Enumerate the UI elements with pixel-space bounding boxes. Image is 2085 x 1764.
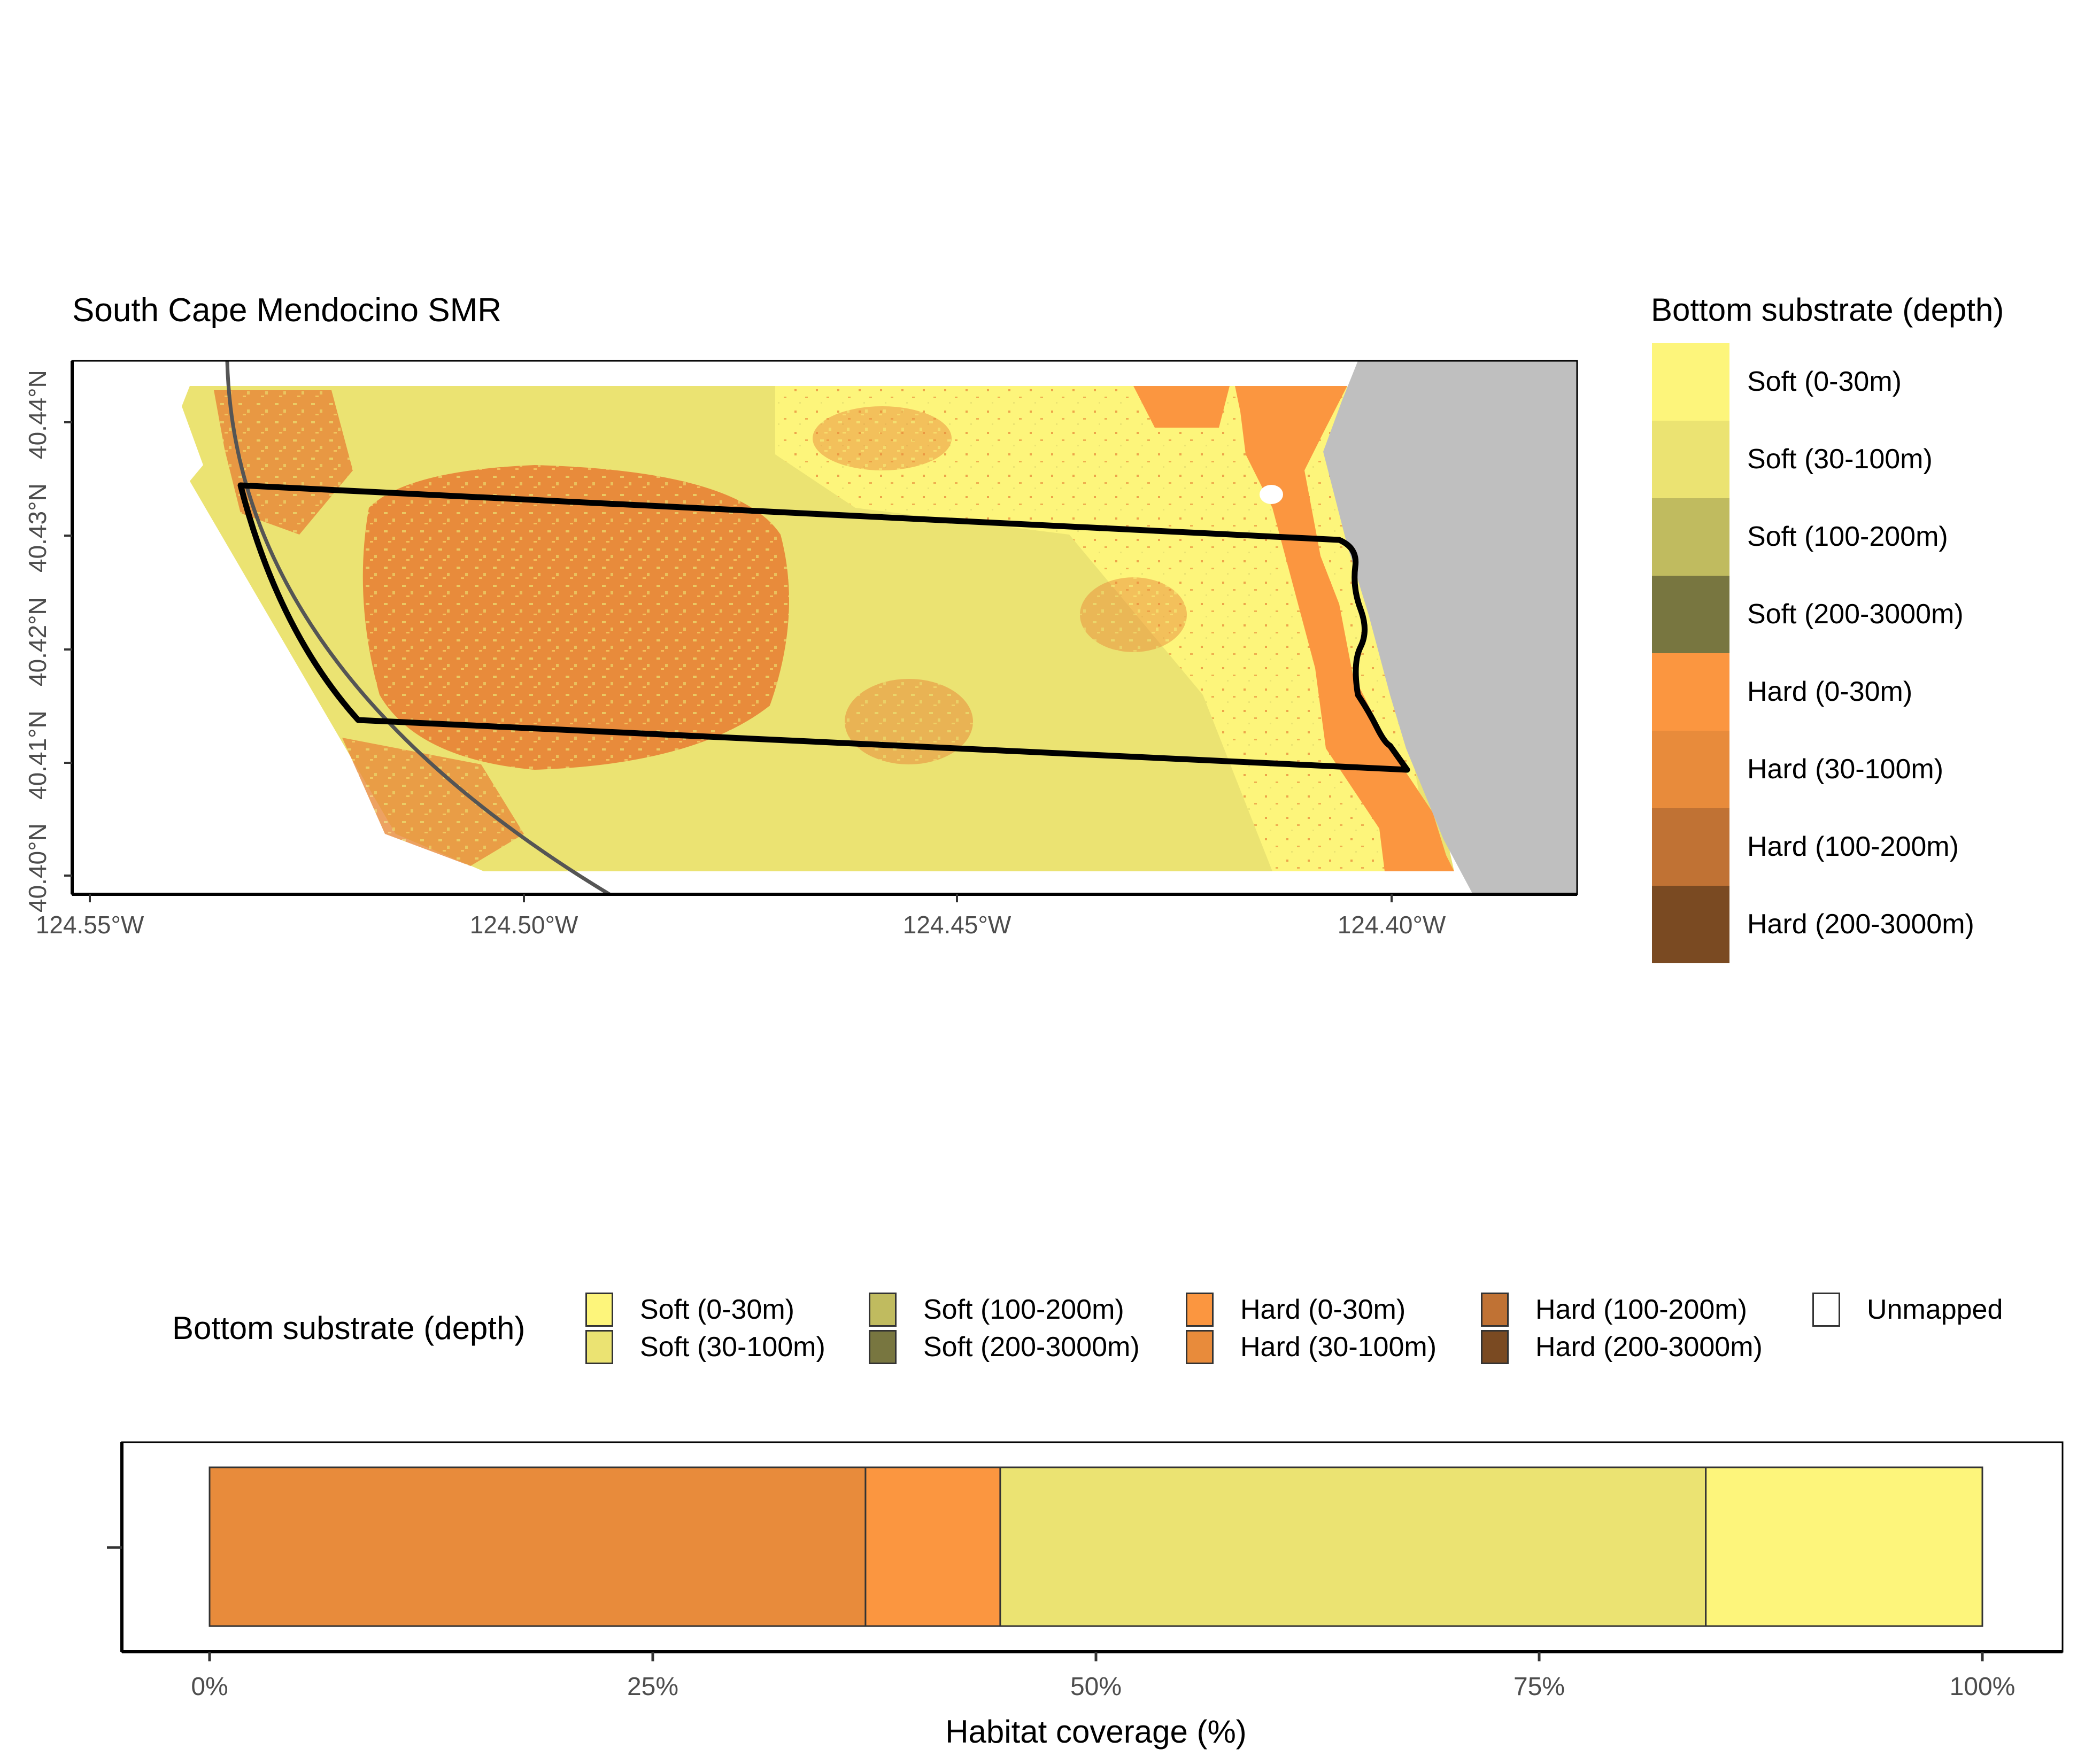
map-x-tick-label: 124.50°W: [469, 911, 578, 939]
map-x-tick-label: 124.40°W: [1337, 911, 1446, 939]
map-x-tick-label: 124.45°W: [902, 911, 1011, 939]
legend-swatch: [1652, 808, 1729, 886]
legend-label: Hard (0-30m): [1747, 676, 1913, 707]
legend-label: Hard (100-200m): [1747, 831, 1959, 862]
soft-shallow-zone: [962, 386, 1433, 871]
habitat-legend-label: Unmapped: [1867, 1294, 2003, 1325]
map-title: South Cape Mendocino SMR: [72, 292, 502, 329]
habitat-legend-label: Soft (200-3000m): [923, 1332, 1140, 1363]
hard-reef-offshore: [362, 465, 789, 770]
legend-swatch: [1652, 421, 1729, 498]
bar-segment: [999, 1466, 1707, 1627]
legend-label: Hard (200-3000m): [1747, 909, 1974, 940]
legend-label: Soft (0-30m): [1747, 366, 1902, 397]
legend-swatch: [1652, 886, 1729, 963]
habitat-legend-label: Hard (200-3000m): [1535, 1332, 1763, 1363]
unmapped-rock: [1260, 485, 1283, 504]
legend-swatch: [1652, 343, 1729, 421]
habitat-legend-swatch: [585, 1293, 613, 1327]
bar-segment: [864, 1466, 1001, 1627]
legend-swatch: [1652, 653, 1729, 731]
habitat-legend-swatch: [869, 1293, 897, 1327]
legend-title: Bottom substrate (depth): [1651, 292, 2004, 328]
hard-shallow-band: [1235, 386, 1454, 871]
habitat-legend-label: Hard (30-100m): [1240, 1332, 1437, 1363]
bar-segment: [1705, 1466, 1983, 1627]
habitat-legend-title: Bottom substrate (depth): [172, 1310, 526, 1346]
habitat-legend-swatch: [1812, 1293, 1840, 1327]
bar-x-tick-label: 25%: [627, 1673, 679, 1701]
map-y-ticks: [64, 421, 72, 877]
legend-label: Soft (30-100m): [1747, 444, 1933, 475]
habitat-legend-label: Hard (0-30m): [1240, 1294, 1406, 1325]
habitat-legend-swatch: [1481, 1293, 1509, 1327]
habitat-legend-label: Soft (30-100m): [640, 1332, 825, 1363]
hard-patch-central-north: [813, 406, 952, 470]
habitat-legend-swatch: [1186, 1293, 1214, 1327]
land: [1323, 361, 1577, 894]
hard-patch-east: [1080, 577, 1187, 652]
habitat-legend-label: Soft (0-30m): [640, 1294, 794, 1325]
habitat-legend-label: Soft (100-200m): [923, 1294, 1124, 1325]
habitat-legend-swatch: [1186, 1330, 1214, 1364]
bar-x-tick-label: 100%: [1949, 1673, 2016, 1701]
hard-reef-southwest: [342, 738, 524, 866]
state-waters-boundary: [225, 361, 611, 894]
bar-x-tick-label: 50%: [1070, 1673, 1122, 1701]
bar-segment: [208, 1466, 867, 1627]
map-x-ticks: [89, 894, 1393, 902]
substrate-raster: [182, 386, 1454, 871]
legend-label: Hard (30-100m): [1747, 754, 1944, 785]
habitat-legend-swatch: [1481, 1330, 1509, 1364]
legend-label: Soft (200-3000m): [1747, 599, 1964, 630]
legend-swatch: [1652, 498, 1729, 576]
bar-x-tick-label: 75%: [1513, 1673, 1565, 1701]
map-x-tick-label: 124.55°W: [35, 911, 144, 939]
bar-x-tick-label: 0%: [191, 1673, 228, 1701]
habitat-legend-swatch: [585, 1330, 613, 1364]
legend-swatch: [1652, 576, 1729, 653]
legend-label: Soft (100-200m): [1747, 521, 1948, 552]
smr-boundary: [237, 482, 1410, 773]
habitat-legend-swatch: [869, 1330, 897, 1364]
habitat-legend-label: Hard (100-200m): [1535, 1294, 1747, 1325]
bar-x-axis-title: Habitat coverage (%): [945, 1714, 1247, 1750]
hard-patch-northeast: [1133, 386, 1230, 428]
legend-swatch: [1652, 731, 1729, 808]
